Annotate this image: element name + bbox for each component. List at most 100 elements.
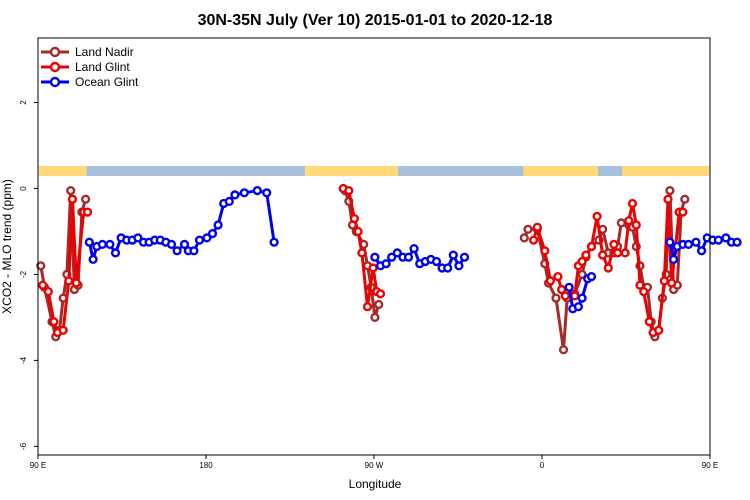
ocean-glint-point: [194, 235, 205, 245]
legend-label: Land Glint: [75, 60, 130, 74]
plot-frame: [37, 37, 711, 456]
land-band-segment: [622, 166, 709, 176]
ocean-glint-point: [573, 302, 584, 312]
land-nadir-point: [80, 194, 91, 204]
land-glint-point: [620, 248, 630, 258]
ocean-glint-point: [668, 254, 679, 265]
ocean-glint-point: [230, 190, 240, 200]
ocean-glint-point: [110, 248, 121, 258]
land-glint-point: [540, 246, 550, 256]
y-tick-label: -6: [19, 442, 28, 450]
legend-item-land-glint: Land Glint: [41, 60, 130, 74]
land-glint-point: [663, 194, 673, 204]
y-tick-label: 2: [19, 100, 28, 105]
series-layer: [36, 183, 742, 355]
land-glint-point: [368, 263, 378, 273]
ocean-glint-point: [665, 237, 675, 247]
ocean-glint-point: [213, 220, 223, 230]
ocean-glint-point: [189, 246, 199, 256]
legend-label: Ocean Glint: [75, 75, 139, 89]
land-glint-point: [362, 302, 373, 312]
ocean-glint-point: [207, 229, 218, 239]
ocean-glint-point: [381, 259, 391, 269]
land-glint-point: [627, 198, 638, 209]
chart-title: 30N-35N July (Ver 10) 2015-01-01 to 2020…: [198, 12, 553, 29]
land-nadir-point: [665, 186, 675, 196]
land-nadir-point: [66, 186, 76, 196]
land-glint-point: [612, 248, 623, 258]
ocean-glint-point: [202, 233, 212, 243]
ocean-glint-point: [409, 244, 419, 254]
land-glint-point: [58, 325, 68, 335]
x-tick-label: 90 E: [30, 461, 46, 470]
land-glint-point: [639, 287, 649, 297]
land-nadir-point: [370, 312, 380, 323]
land-nadir-point: [558, 345, 569, 355]
land-glint-point: [581, 250, 591, 260]
land-glint-point: [667, 278, 677, 288]
ocean-glint-point: [713, 235, 724, 245]
land-glint-point: [553, 272, 563, 282]
ocean-glint-point: [84, 237, 94, 247]
y-axis-label: XCO2 - MLO trend (ppm): [0, 179, 14, 314]
land-glint-point: [577, 256, 587, 267]
series-land-glint: [38, 183, 688, 338]
land-glint-point: [586, 241, 597, 252]
land-glint-point: [353, 226, 363, 237]
land-glint-point: [598, 250, 608, 260]
ocean-glint-point: [431, 256, 442, 267]
ocean-glint-point: [577, 293, 587, 303]
ocean-glint-point: [239, 188, 249, 198]
land-ocean-band: [39, 166, 709, 176]
ocean-glint-point: [683, 239, 694, 250]
x-tick-label: 0: [540, 461, 545, 470]
land-glint-point: [624, 216, 634, 226]
land-glint-point: [644, 317, 654, 327]
land-glint-point: [560, 291, 570, 301]
ocean-glint-point: [105, 239, 115, 250]
land-glint-point: [556, 284, 567, 295]
land-glint-point: [631, 220, 641, 230]
ocean-glint-point: [172, 246, 182, 256]
ocean-glint-point: [691, 237, 701, 247]
land-glint-point: [349, 214, 360, 224]
land-band-segment: [523, 166, 598, 176]
ocean-glint-point: [97, 239, 108, 250]
series-ocean-glint: [84, 186, 742, 314]
land-glint-line: [41, 197, 88, 334]
land-nadir-point: [616, 218, 626, 228]
ocean-glint-point: [387, 252, 397, 262]
land-glint-point: [38, 280, 48, 290]
ocean-glint-point: [269, 237, 279, 247]
ocean-glint-point: [133, 233, 143, 243]
land-glint-point: [678, 207, 688, 217]
land-band-segment: [304, 166, 399, 176]
ocean-glint-point: [88, 254, 98, 265]
land-glint-point: [603, 263, 613, 273]
ocean-glint-point: [454, 261, 464, 271]
land-glint-point: [654, 325, 664, 335]
y-tick-label: -4: [19, 356, 28, 364]
land-glint-point: [635, 280, 645, 290]
land-nadir-point: [551, 293, 561, 303]
land-glint-point: [49, 317, 59, 327]
land-nadir-point: [523, 224, 533, 234]
land-glint-point: [357, 248, 367, 258]
legend-item-land-nadir: Land Nadir: [41, 45, 134, 59]
legend-swatch-marker: [49, 46, 61, 58]
legend-swatch-marker: [49, 76, 61, 88]
ocean-glint-point: [443, 263, 453, 273]
ocean-glint-point: [179, 239, 190, 250]
ocean-glint-point: [166, 239, 177, 250]
x-tick-label: 90 W: [365, 461, 384, 470]
land-band-segment: [39, 166, 87, 176]
ocean-glint-point: [696, 246, 707, 256]
ocean-glint-point: [262, 188, 272, 198]
ocean-glint-point: [732, 237, 742, 247]
ocean-glint-point: [392, 248, 402, 258]
x-axis: 90 E 180 90 W 0 90 E: [30, 455, 718, 470]
ocean-glint-point: [448, 250, 458, 260]
land-nadir-point: [374, 299, 384, 310]
